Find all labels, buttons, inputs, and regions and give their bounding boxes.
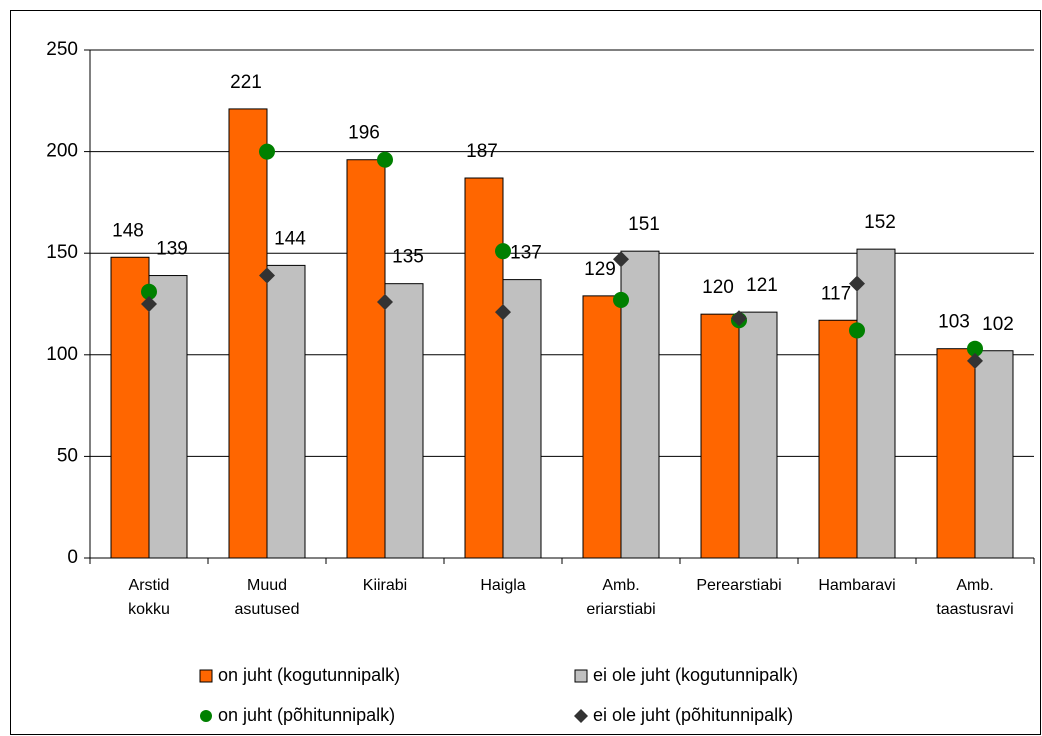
marker-diamond <box>495 304 511 321</box>
value-label: 144 <box>274 228 306 249</box>
bar <box>582 295 622 559</box>
bar <box>738 311 778 559</box>
bar <box>148 275 188 559</box>
bar <box>110 256 150 559</box>
legend-swatch <box>574 669 588 683</box>
bar <box>936 348 976 559</box>
y-tick-label: 50 <box>57 445 78 466</box>
marker-circle <box>613 291 629 308</box>
value-label: 135 <box>392 247 424 268</box>
y-tick-label: 0 <box>67 547 78 568</box>
bar <box>346 159 386 559</box>
value-label: 196 <box>348 123 380 144</box>
x-tick-label: Kiirabi <box>363 577 407 594</box>
value-label: 139 <box>156 239 188 260</box>
y-tick-label: 150 <box>46 242 78 263</box>
marker-circle <box>141 283 157 300</box>
value-label: 152 <box>864 212 896 233</box>
marker-circle <box>967 340 983 357</box>
bar <box>856 248 896 559</box>
marker-diamond <box>141 296 157 312</box>
value-label: 187 <box>466 141 498 162</box>
marker-circle <box>259 143 275 160</box>
marker-diamond <box>377 293 393 310</box>
x-tick-label: Haigla <box>480 577 525 594</box>
value-label: 102 <box>982 314 1014 335</box>
legend-label: ei ole juht (kogutunnipalk) <box>593 665 798 685</box>
y-tick-label: 100 <box>46 344 78 365</box>
bar <box>818 319 858 559</box>
bar <box>974 350 1014 559</box>
bar <box>228 108 268 559</box>
x-tick-label: Hambaravi <box>818 577 895 594</box>
marker-diamond <box>849 275 865 292</box>
x-tick-label: Perearstiabi <box>696 577 781 594</box>
value-label: 121 <box>746 275 778 296</box>
legend-swatch <box>199 669 213 683</box>
legend-swatch <box>574 709 588 723</box>
value-label: 151 <box>628 214 660 235</box>
marker-diamond <box>259 267 275 284</box>
value-label: 137 <box>510 243 542 264</box>
value-label: 120 <box>702 277 734 298</box>
bar <box>700 313 740 559</box>
marker-diamond <box>967 352 983 369</box>
x-tick-label: Amb. taastusravi <box>936 577 1013 618</box>
bar <box>266 264 306 559</box>
marker-circle <box>377 151 393 168</box>
x-tick-label: Arstid kokku <box>128 577 170 618</box>
marker-diamond <box>613 251 629 268</box>
bar <box>502 279 542 559</box>
y-tick-label: 250 <box>46 39 78 60</box>
marker-circle <box>849 322 865 339</box>
value-label: 221 <box>230 72 262 93</box>
legend-label: ei ole juht (põhitunnipalk) <box>593 705 793 725</box>
value-label: 103 <box>938 312 970 333</box>
value-label: 117 <box>821 283 851 304</box>
bar <box>384 283 424 559</box>
legend-swatch <box>200 710 212 722</box>
x-tick-label: Muud asutused <box>235 577 300 618</box>
legend-label: on juht (põhitunnipalk) <box>218 705 395 725</box>
value-label: 148 <box>112 220 144 241</box>
value-label: 129 <box>584 259 616 280</box>
y-tick-label: 200 <box>46 141 78 162</box>
marker-diamond <box>731 310 747 327</box>
marker-circle <box>495 243 511 260</box>
bar <box>464 177 504 559</box>
x-tick-label: Amb. eriarstiabi <box>586 577 655 618</box>
legend-label: on juht (kogutunnipalk) <box>218 665 400 685</box>
